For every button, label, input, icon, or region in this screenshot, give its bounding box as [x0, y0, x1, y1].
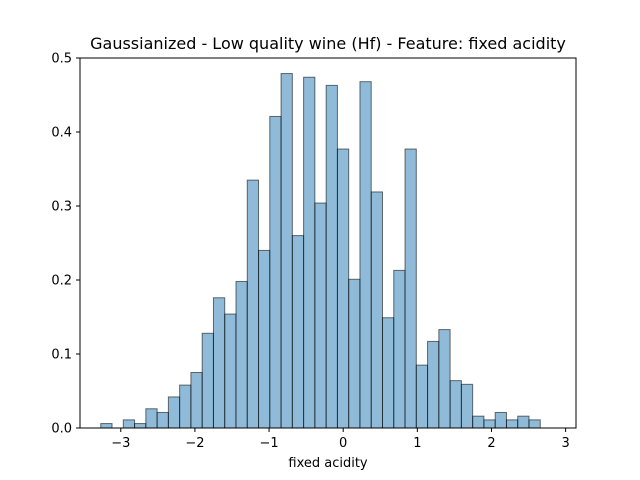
histogram-bar [179, 384, 192, 429]
x-tick-label: 3 [561, 436, 569, 451]
y-tick-label: 0.3 [51, 200, 72, 215]
y-axis: 0.0 0.1 0.2 0.3 0.4 0.5 [51, 52, 80, 437]
histogram-bar [336, 148, 350, 429]
y-tick-label: 0.0 [51, 422, 72, 437]
histogram-bar [494, 411, 507, 429]
histogram-bar [212, 297, 226, 429]
histogram-bar [258, 249, 271, 429]
histogram-bar [449, 380, 462, 429]
histogram-bar [472, 415, 485, 429]
histogram-bar [370, 191, 383, 429]
histogram-bar [201, 332, 214, 429]
histogram-bar [427, 340, 440, 429]
x-tick-label: −2 [185, 436, 204, 451]
y-tick-label: 0.2 [51, 274, 72, 289]
histogram-bar [100, 423, 113, 429]
y-tick-label: 0.1 [51, 348, 72, 363]
histogram-bar [291, 235, 305, 429]
histogram-bar [280, 73, 293, 429]
histogram-bar [246, 179, 260, 429]
y-tick-label: 0.5 [51, 52, 72, 67]
histogram-bar [122, 419, 136, 429]
x-tick-label: 2 [487, 436, 495, 451]
histogram-bar [460, 383, 474, 429]
histogram-bar [348, 278, 361, 429]
histogram-bar [134, 423, 147, 429]
histogram-bar [314, 202, 327, 429]
x-tick-label: −1 [259, 436, 278, 451]
histogram-bar [483, 419, 496, 429]
histogram-bar [359, 81, 372, 429]
histogram-bar [235, 280, 248, 429]
histogram-bar [167, 396, 181, 429]
histogram-bar [393, 269, 406, 429]
histogram-bar [438, 329, 451, 429]
histogram-bar [415, 364, 429, 429]
histogram-bar [325, 84, 338, 429]
histogram-bar [505, 419, 519, 429]
x-tick-label: 0 [339, 436, 347, 451]
histogram-bar [528, 419, 541, 429]
histogram-bar [303, 76, 316, 429]
x-axis: −3 −2 −1 0 1 2 3 [111, 428, 570, 451]
histogram-bar [269, 115, 282, 429]
histogram-bar [517, 415, 530, 429]
histogram-bar [404, 148, 417, 429]
histogram-bar [224, 313, 237, 429]
x-tick-label: 1 [413, 436, 421, 451]
chart-title: Gaussianized - Low quality wine (Hf) - F… [90, 34, 566, 53]
y-tick-label: 0.4 [51, 126, 72, 141]
histogram-bar [190, 372, 203, 429]
histogram-bar [156, 411, 169, 429]
x-tick-label: −3 [111, 436, 130, 451]
histogram-bar [381, 317, 395, 429]
plot-frame [79, 57, 577, 429]
x-axis-label: fixed acidity [288, 456, 368, 471]
histogram-bar [145, 408, 158, 429]
